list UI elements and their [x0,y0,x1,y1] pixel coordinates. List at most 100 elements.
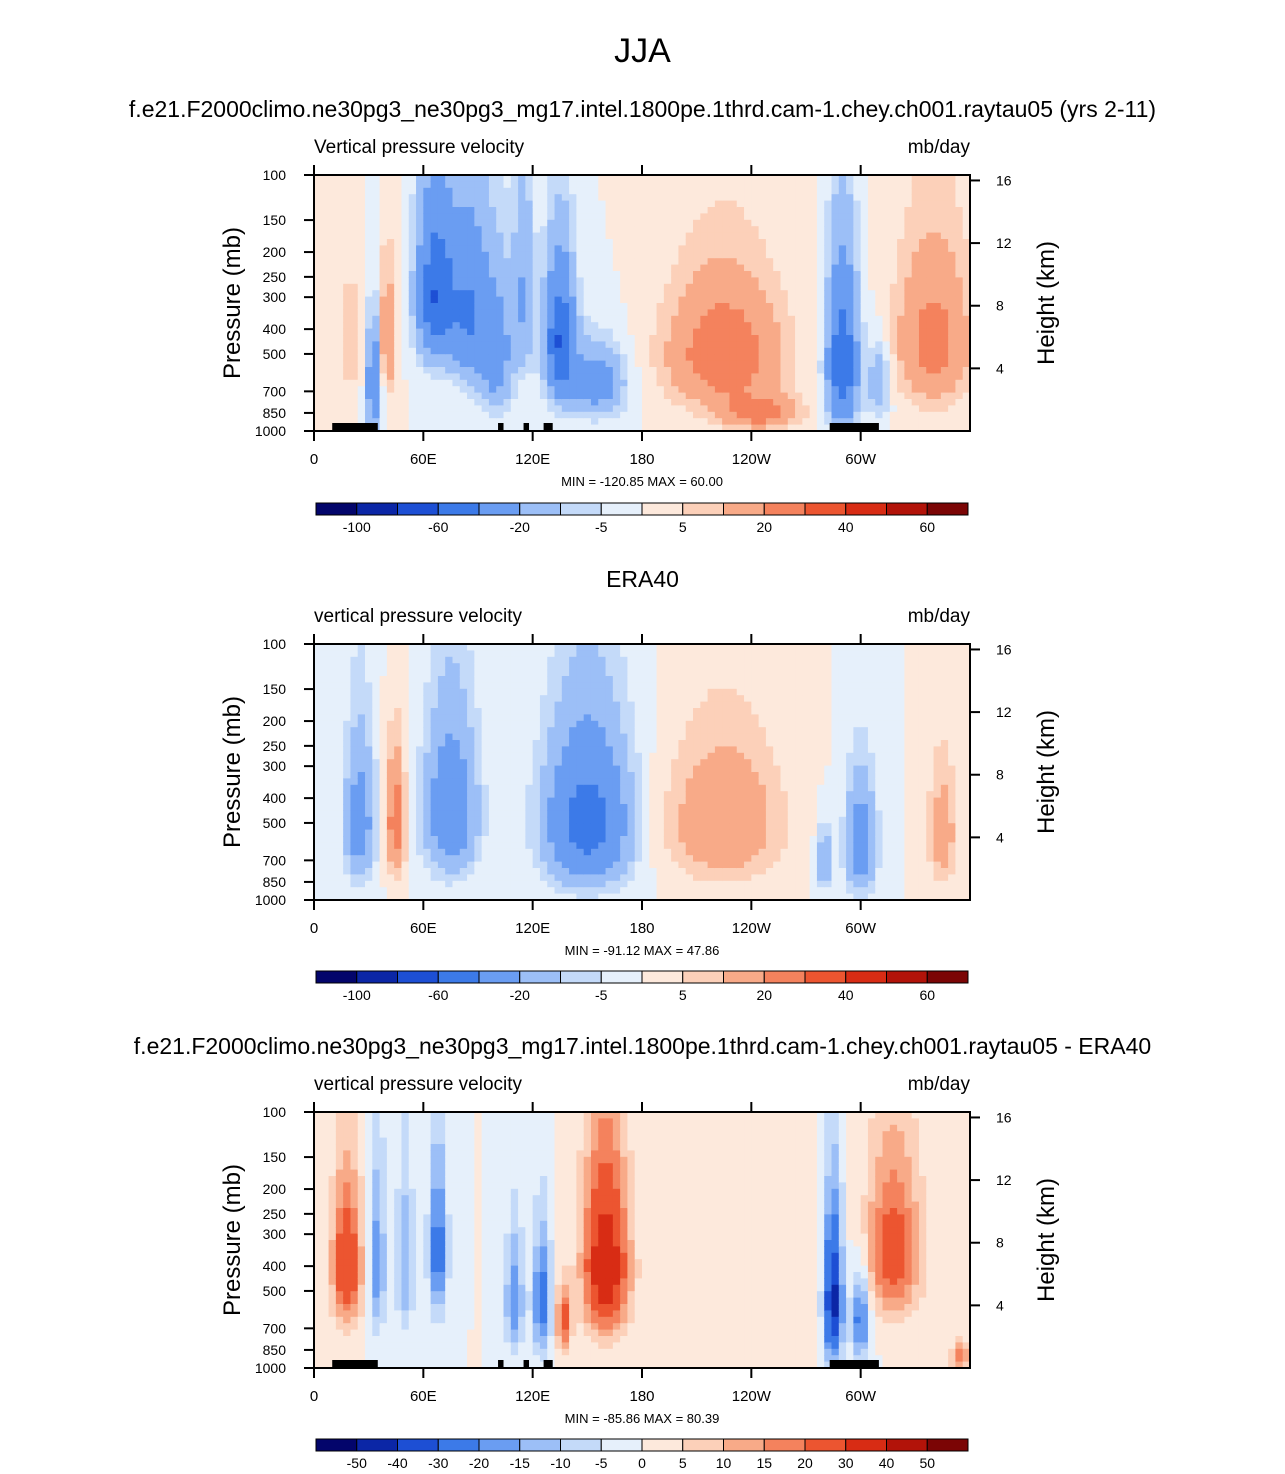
panel2-heatmap-cell [437,701,446,709]
panel1-heatmap-cell [838,277,847,285]
panel2-heatmap-cell [467,720,475,728]
panel1-heatmap-cell [416,181,424,189]
panel2-heatmap-cell [365,765,373,773]
panel1-heatmap-cell [314,226,322,234]
panel1-heatmap-cell [860,251,869,259]
panel1-heatmap-cell [321,181,330,189]
panel1-heatmap-cell [365,392,373,400]
panel1-heatmap-cell [379,309,388,317]
panel1-heatmap-cell [430,194,439,202]
panel2-heatmap-cell [379,874,388,882]
panel1-heatmap-cell [933,264,942,272]
panel1-heatmap-cell [656,367,665,374]
panel1-heatmap-cell [620,213,629,221]
panel2-heatmap-cell [357,656,366,664]
panel1-heatmap-cell [802,251,811,259]
panel1-y-tick-label: 1000 [255,423,286,439]
panel1-heatmap-cell [547,296,556,304]
panel1-heatmap-cell [773,207,782,214]
panel1-heatmap-cell [416,296,424,304]
panel1-heatmap-cell [379,296,388,304]
panel1-heatmap-cell [787,245,796,253]
panel1-heatmap-cell [554,232,563,240]
panel1-heatmap-cell [539,335,548,342]
panel1-y2-tick-label: 8 [996,298,1004,314]
panel1-heatmap-cell [569,187,577,195]
panel1-heatmap-cell [547,219,556,227]
panel1-heatmap-cell [889,418,898,426]
panel2-heatmap-cell [488,695,497,703]
panel1-heatmap-cell [430,213,439,221]
panel1-heatmap-cell [707,181,716,189]
panel1-heatmap-cell [714,271,723,278]
panel1-heatmap-cell [685,271,694,278]
panel1-heatmap-cell [758,239,767,246]
panel1-heatmap-cell [518,399,526,406]
panel2-heatmap-cell [467,644,475,651]
panel2-heatmap-cell [437,733,446,741]
panel1-heatmap-cell [765,399,774,406]
panel1-heatmap-cell [642,251,650,259]
panel1-heatmap-cell [955,232,964,240]
panel2-heatmap-cell [532,880,541,888]
panel1-heatmap-cell [649,418,658,426]
panel1-heatmap-cell [503,277,512,285]
panel1-heatmap-cell [751,303,760,310]
panel2-heatmap-cell [547,714,556,722]
panel2-heatmap-cell [321,727,330,735]
panel1-heatmap-cell [685,175,694,182]
panel2-heatmap-cell [437,861,446,869]
panel1-heatmap-cell [904,239,913,246]
panel1-heatmap-cell [445,290,454,298]
panel1-heatmap-cell [918,360,927,368]
panel1-heatmap-cell [569,360,577,368]
panel1-heatmap-cell [423,386,432,394]
panel2-heatmap-cell [467,714,475,722]
panel1-heatmap-cell [452,219,461,227]
panel1-heatmap-cell [576,187,585,195]
panel1-heatmap-cell [474,354,483,362]
panel1-heatmap-cell [321,277,330,285]
panel2-heatmap-cell [321,893,330,901]
panel1-heatmap-cell [918,315,927,323]
panel1-heatmap-cell [838,411,847,419]
panel1-heatmap-cell [590,277,599,285]
panel1-heatmap-cell [940,309,949,317]
panel1-heatmap-cell [926,424,935,432]
panel1-heatmap-cell [838,239,847,246]
panel1-heatmap-cell [554,194,563,202]
panel1-heatmap-cell [773,360,782,368]
panel1-heatmap-cell [765,424,774,432]
panel1-heatmap-cell [474,245,483,253]
panel2-heatmap-cell [335,656,344,664]
panel1-heatmap-cell [430,379,439,387]
panel2-heatmap-cell [394,650,403,658]
panel2-heatmap-cell [445,752,454,760]
panel1-heatmap-cell [926,303,935,310]
panel1-heatmap-cell [765,245,774,253]
panel2-heatmap-cell [350,816,359,824]
panel1-heatmap-cell [904,271,913,278]
panel1-heatmap-cell [445,219,454,227]
panel2-heatmap-cell [532,720,541,728]
panel1-heatmap-cell [853,411,862,419]
panel1-colorbar-label: 40 [838,519,854,535]
panel1-heatmap-cell [838,258,847,266]
panel1-heatmap-cell [860,405,869,413]
panel2-heatmap-cell [372,868,381,875]
panel2-heatmap-cell [314,874,322,882]
panel1-heatmap-cell [780,219,789,227]
panel1-heatmap-cell [955,399,964,406]
panel1-heatmap-cell [379,194,388,202]
panel2-heatmap-cell [539,676,548,683]
panel1-heatmap-cell [926,258,935,266]
panel1-heatmap-cell [824,194,833,202]
panel2-heatmap-cell [314,804,322,811]
panel1-heatmap-cell [693,187,701,195]
panel2-heatmap-cell [335,727,344,735]
panel1-heatmap-cell [328,290,337,298]
panel1-heatmap-cell [357,322,366,330]
panel2-heatmap-cell [452,861,461,869]
panel2-heatmap-cell [481,855,490,863]
panel1-heatmap-cell [437,239,446,246]
